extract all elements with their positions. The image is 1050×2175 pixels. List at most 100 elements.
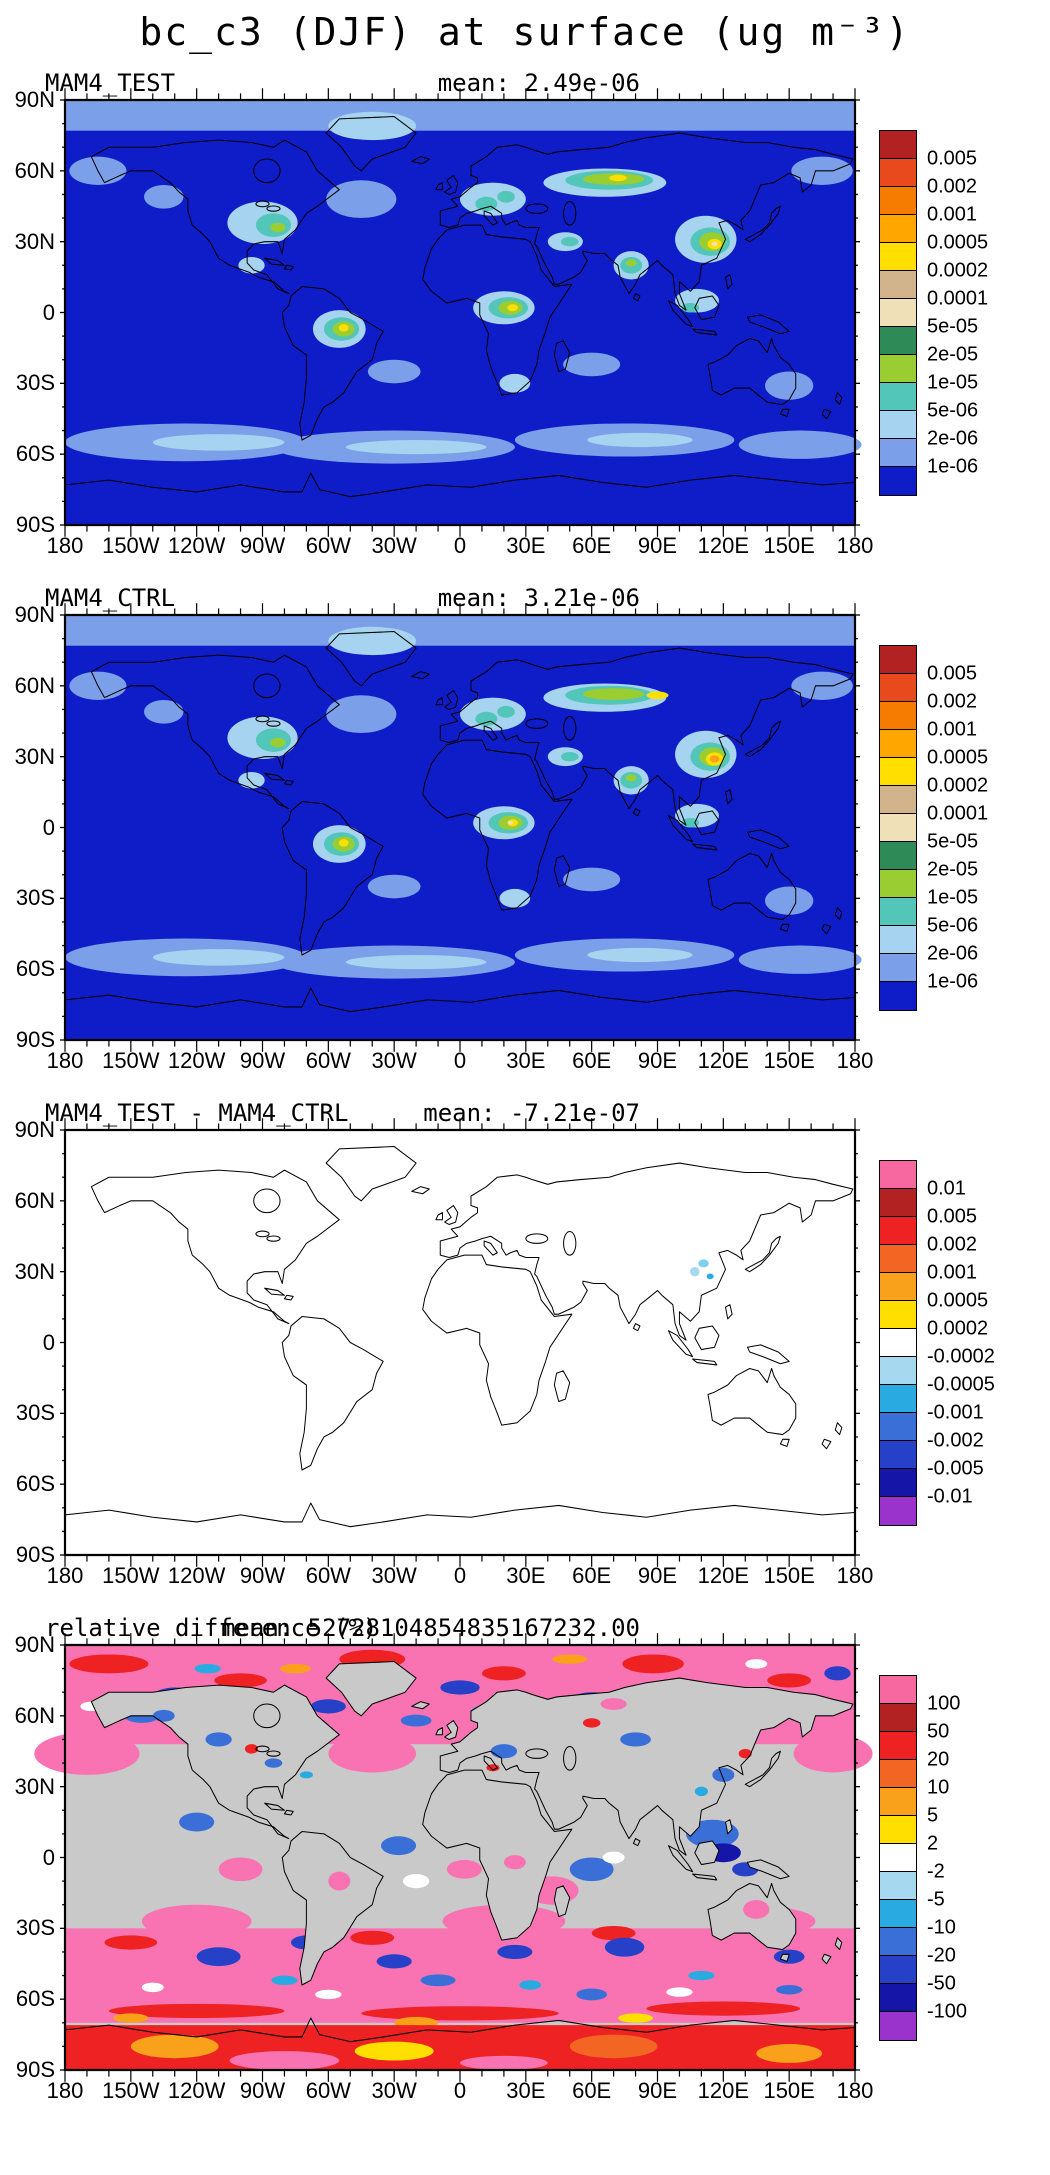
panel-difference: MAM4_TEST - MAM4_CTRL mean: -7.21e-07 90… <box>0 1094 1050 1595</box>
lat-tick-label: 90S <box>15 512 55 537</box>
colorbar-tick-label: 0.001 <box>927 718 978 741</box>
lat-axis: 90N 60N 30N 0 30S 60S 90S <box>0 1632 65 2082</box>
lat-tick-label: 90S <box>15 1027 55 1052</box>
lon-tick-label: 150W <box>102 533 160 558</box>
colorbar-box <box>880 898 916 926</box>
colorbar-tick-label: 0.001 <box>927 203 978 226</box>
colorbar-tick-label: 2 <box>927 1832 939 1855</box>
colorbar-tick-label: 0.0002 <box>927 774 989 797</box>
lat-tick-label: 90S <box>15 2057 55 2082</box>
lon-tick-label: 150W <box>102 1048 160 1073</box>
colorbar-box <box>880 786 916 814</box>
colorbar-tick-label: -0.0005 <box>927 1373 995 1396</box>
lon-tick-label: 150W <box>102 2078 160 2103</box>
lon-tick-label: 60W <box>305 1048 351 1073</box>
colorbar-box <box>880 1928 916 1956</box>
lat-tick-label: 60N <box>14 157 55 183</box>
colorbar-box <box>880 467 916 495</box>
colorbar-box <box>880 1245 916 1273</box>
colorbar-box <box>880 1956 916 1984</box>
lon-tick-label: 30W <box>371 2078 417 2103</box>
lat-tick-label: 30N <box>14 1258 55 1284</box>
lon-tick-label: 120W <box>167 1048 226 1073</box>
colorbar-box <box>880 1469 916 1497</box>
panel-mean-value: mean: 3.21e-06 <box>437 584 640 612</box>
colorbar-box <box>880 243 916 271</box>
lon-tick-label: 90E <box>637 1048 678 1073</box>
lon-tick-label: 60W <box>305 1563 351 1588</box>
lon-tick-label: 180 <box>46 533 84 558</box>
lon-tick-label: 150E <box>763 1048 815 1073</box>
lat-tick-label: 90N <box>14 1632 55 1657</box>
axis-ticks <box>59 1633 861 2082</box>
lon-tick-label: 90E <box>637 1563 678 1588</box>
lon-tick-label: 60E <box>572 1048 612 1073</box>
colorbar-tick-label: 0.005 <box>927 1205 978 1228</box>
lon-tick-label: 30W <box>371 1048 417 1073</box>
colorbar-tick-label: -0.01 <box>927 1485 973 1508</box>
colorbar-tick-label: 0.0001 <box>927 802 989 825</box>
colorbar-box <box>880 1816 916 1844</box>
axis-ticks <box>59 88 861 537</box>
axis-ticks <box>59 603 861 1052</box>
lon-axis: 180 150W 120W 90W 60W 30W 0 30E 60E 90E 120E 150E 18… <box>47 525 874 565</box>
lon-tick-label: 0 <box>453 1048 467 1073</box>
colorbar-box <box>880 1760 916 1788</box>
colorbar-tick-label: 5e-06 <box>927 399 979 422</box>
colorbar: 0.005 0.002 0.001 0.0005 0.0002 0.0001 5e-05 2e… <box>879 645 1029 1011</box>
colorbar-box <box>880 1441 916 1469</box>
colorbar-box <box>880 646 916 674</box>
lon-tick-label: 90W <box>239 1048 286 1073</box>
colorbar-tick-label: 100 <box>927 1692 961 1715</box>
colorbar-tick-label: 0.005 <box>927 147 978 170</box>
colorbar-tick-label: 0.0002 <box>927 1317 989 1340</box>
colorbar-box <box>880 1413 916 1441</box>
colorbar-box <box>880 758 916 786</box>
colorbar-tick-label: -0.002 <box>927 1429 984 1452</box>
colorbar-boxes <box>879 1160 917 1526</box>
lon-tick-label: 0 <box>453 1563 467 1588</box>
colorbar-tick-label: 0.002 <box>927 175 978 198</box>
colorbar-tick-label: 0.0005 <box>927 231 989 254</box>
colorbar-tick-label: 50 <box>927 1720 950 1743</box>
colorbar-box <box>880 1844 916 1872</box>
panel-mean-value: mean: 52728104854835167232.00 <box>220 1614 640 1642</box>
lon-tick-label: 120W <box>167 533 226 558</box>
lon-tick-label: 180 <box>836 2078 874 2103</box>
lon-tick-label: 150E <box>763 533 815 558</box>
colorbar-box <box>880 1329 916 1357</box>
colorbar-tick-label: 0.0005 <box>927 746 989 769</box>
colorbar-tick-label: 5e-05 <box>927 830 979 853</box>
panel-title: MAM4_CTRL <box>45 584 176 612</box>
colorbar: 0.01 0.005 0.002 0.001 0.0005 0.0002 -0.0002 -0… <box>879 1160 1029 1526</box>
colorbar-box <box>880 926 916 954</box>
colorbar-tick-label: -0.001 <box>927 1401 984 1424</box>
colorbar-box <box>880 842 916 870</box>
lon-tick-label: 90W <box>239 1563 286 1588</box>
map-mam4-ctrl <box>59 603 855 1052</box>
lat-tick-label: 60N <box>14 672 55 698</box>
colorbar-box <box>880 1984 916 2012</box>
colorbar-box <box>880 383 916 411</box>
lon-tick-label: 120W <box>167 2078 226 2103</box>
colorbar-box <box>880 1900 916 1928</box>
colorbar-tick-label: -100 <box>927 2000 968 2023</box>
lat-tick-label: 60N <box>14 1187 55 1213</box>
colorbar-box <box>880 411 916 439</box>
lat-tick-label: 0 <box>42 1844 55 1870</box>
lon-tick-label: 0 <box>453 2078 467 2103</box>
lat-tick-label: 0 <box>42 1329 55 1355</box>
colorbar-box <box>880 982 916 1010</box>
panel-mean-value: mean: 2.49e-06 <box>437 69 640 97</box>
lat-axis: 90N 60N 30N 0 30S 60S 90S <box>0 87 65 537</box>
lat-tick-label: 0 <box>42 814 55 840</box>
colorbar-boxes <box>879 645 917 1011</box>
lat-tick-label: 30N <box>14 1773 55 1799</box>
colorbar-tick-label: 2e-05 <box>927 858 979 881</box>
lat-tick-label: 30S <box>15 885 55 911</box>
colorbar-box <box>880 1189 916 1217</box>
colorbar-boxes <box>879 130 917 496</box>
colorbar-tick-label: 0.0001 <box>927 287 989 310</box>
colorbar-box <box>880 870 916 898</box>
lon-axis: 180 150W 120W 90W 60W 30W 0 30E 60E 90E 120E 150E 18… <box>47 1555 874 1595</box>
